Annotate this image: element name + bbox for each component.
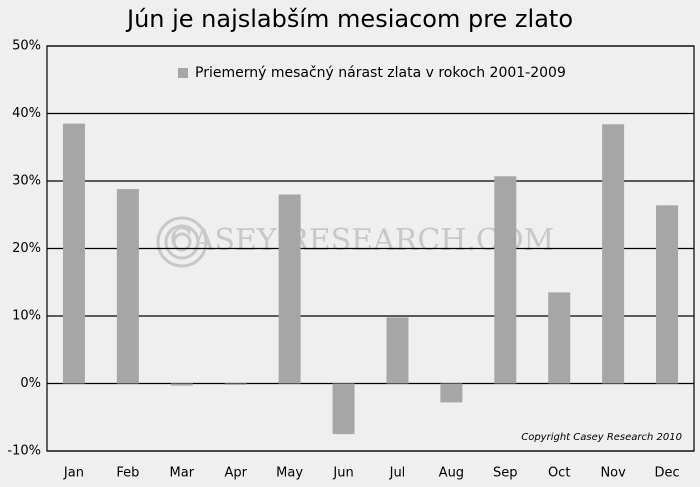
x-tick-label: Jul [389, 466, 406, 481]
bar [440, 383, 463, 403]
y-tick-label: 40% [12, 106, 41, 121]
legend-swatch [178, 68, 188, 78]
x-tick-label: Mar [170, 466, 195, 481]
y-tick-label: 10% [12, 309, 41, 324]
bar [656, 205, 679, 384]
bar [494, 176, 517, 384]
x-tick-label: Jan [63, 466, 84, 481]
x-tick-label: Feb [116, 466, 139, 481]
x-tick-label: Jun [332, 466, 353, 481]
y-tick-label: 30% [12, 174, 41, 189]
x-tick-label: May [276, 466, 303, 481]
watermark: CASEY RESEARCH.COM [170, 223, 555, 258]
bar [602, 124, 625, 384]
copyright: Copyright Casey Research 2010 [521, 432, 682, 443]
x-tick-label: Dec [654, 466, 679, 481]
chart-title: Jún je najslabším mesiacom pre zlato [125, 5, 573, 33]
x-tick-label: Apr [224, 466, 247, 481]
bar [170, 383, 193, 386]
x-tick-label: Oct [548, 466, 570, 481]
bar [332, 383, 355, 435]
y-tick-label: 20% [12, 241, 41, 256]
legend-label: Priemerný mesačný nárast zlata v rokoch … [195, 65, 566, 81]
bar [386, 317, 409, 384]
bar [116, 189, 139, 384]
y-tick-label: -10% [7, 444, 41, 459]
bar [548, 292, 571, 384]
watermark-logo [156, 216, 208, 268]
y-tick-label: 0% [20, 376, 41, 391]
bar [62, 123, 85, 384]
x-tick-label: Nov [600, 466, 626, 481]
bar [278, 194, 301, 384]
y-tick-label: 50% [12, 39, 41, 54]
bar [224, 383, 247, 385]
x-tick-label: Sep [493, 466, 518, 481]
x-tick-label: Aug [439, 466, 464, 481]
